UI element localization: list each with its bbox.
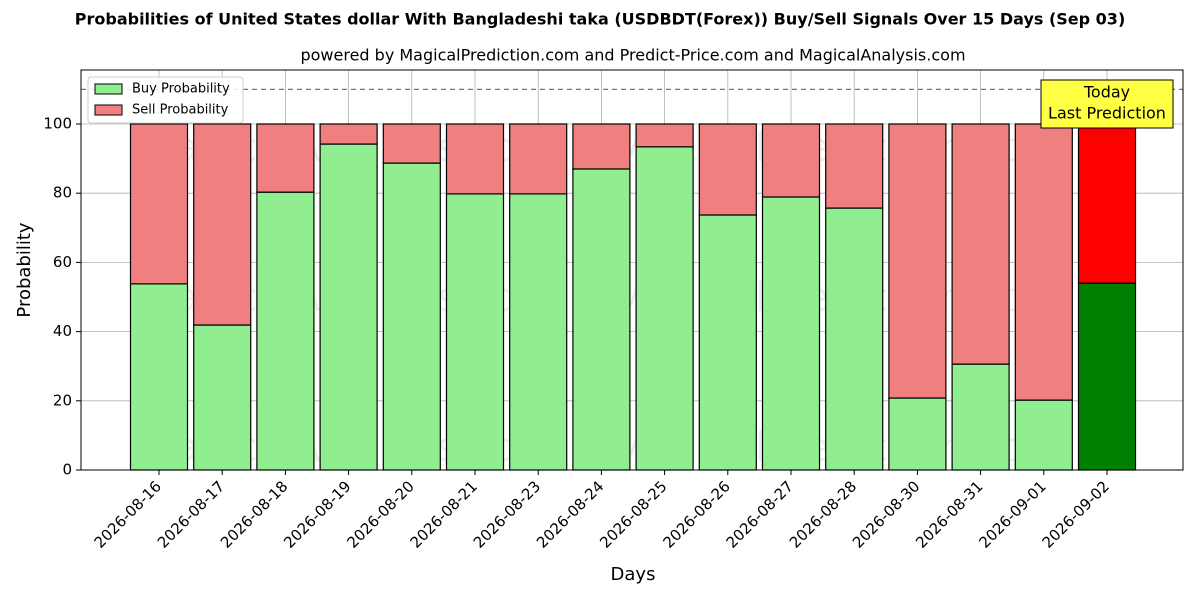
bar xyxy=(951,123,1010,365)
bar xyxy=(319,123,378,145)
bar xyxy=(761,123,821,198)
bar xyxy=(825,207,884,471)
x-tick-label: 2026-08-19 xyxy=(280,477,354,551)
bar xyxy=(193,324,252,471)
bar xyxy=(256,191,315,471)
bar xyxy=(129,123,189,285)
bar xyxy=(698,123,757,216)
bar xyxy=(445,193,505,471)
y-tick-label: 100 xyxy=(43,114,72,132)
bar xyxy=(1077,282,1137,471)
bar xyxy=(1077,123,1137,284)
annotation-box xyxy=(1040,79,1174,129)
x-tick-label: 2026-08-23 xyxy=(470,477,544,551)
x-tick-label: 2026-08-16 xyxy=(91,477,165,551)
y-tick-label: 0 xyxy=(62,461,72,479)
annotation-text: Today xyxy=(1083,83,1130,102)
y-tick-label: 20 xyxy=(53,391,72,409)
chart-subtitle: powered by MagicalPrediction.com and Pre… xyxy=(300,46,965,65)
x-tick-label: 2026-08-21 xyxy=(407,477,481,551)
legend-swatch xyxy=(94,104,123,116)
bar xyxy=(761,196,821,471)
x-tick-label: 2026-08-18 xyxy=(217,477,291,551)
y-tick-label: 60 xyxy=(53,253,72,271)
bar xyxy=(509,193,568,471)
annotation-text: Last Prediction xyxy=(1048,104,1166,123)
x-tick-label: 2026-08-26 xyxy=(659,477,733,551)
bar xyxy=(1014,399,1073,471)
bar xyxy=(319,143,378,471)
x-tick-label: 2026-08-20 xyxy=(343,477,417,551)
bar xyxy=(572,123,631,170)
bar xyxy=(1014,123,1073,401)
bar xyxy=(825,123,884,209)
bar xyxy=(635,146,694,471)
x-tick-label: 2026-08-30 xyxy=(849,477,923,551)
bar xyxy=(951,363,1010,471)
x-tick-label: 2026-08-27 xyxy=(723,477,797,551)
bar xyxy=(382,123,441,164)
legend-box xyxy=(87,76,244,124)
x-tick-label: 2026-08-28 xyxy=(786,477,860,551)
bar xyxy=(193,123,252,326)
bar xyxy=(129,283,189,471)
bar xyxy=(635,123,694,148)
bar xyxy=(888,123,947,399)
x-tick-label: 2026-09-02 xyxy=(1039,477,1113,551)
legend-label: Buy Probability xyxy=(132,82,230,97)
x-tick-label: 2026-09-01 xyxy=(975,477,1049,551)
bar xyxy=(888,397,947,471)
x-tick-label: 2026-08-24 xyxy=(533,477,607,551)
bar xyxy=(698,214,757,471)
y-axis-label: Probability xyxy=(14,222,35,317)
legend-label: Sell Probability xyxy=(132,103,229,118)
chart-title: Probabilities of United States dollar Wi… xyxy=(75,10,1126,29)
bar xyxy=(509,123,568,195)
legend-swatch xyxy=(94,83,123,95)
x-tick-label: 2026-08-31 xyxy=(912,477,986,551)
bar xyxy=(572,168,631,471)
y-tick-label: 80 xyxy=(53,184,72,202)
y-tick-label: 40 xyxy=(53,322,72,340)
bar xyxy=(256,123,315,193)
bar xyxy=(382,162,441,471)
x-tick-label: 2026-08-17 xyxy=(154,477,228,551)
x-axis-label: Days xyxy=(611,564,656,585)
bar xyxy=(445,123,505,195)
x-tick-label: 2026-08-25 xyxy=(596,477,670,551)
plot-frame xyxy=(80,69,1184,471)
